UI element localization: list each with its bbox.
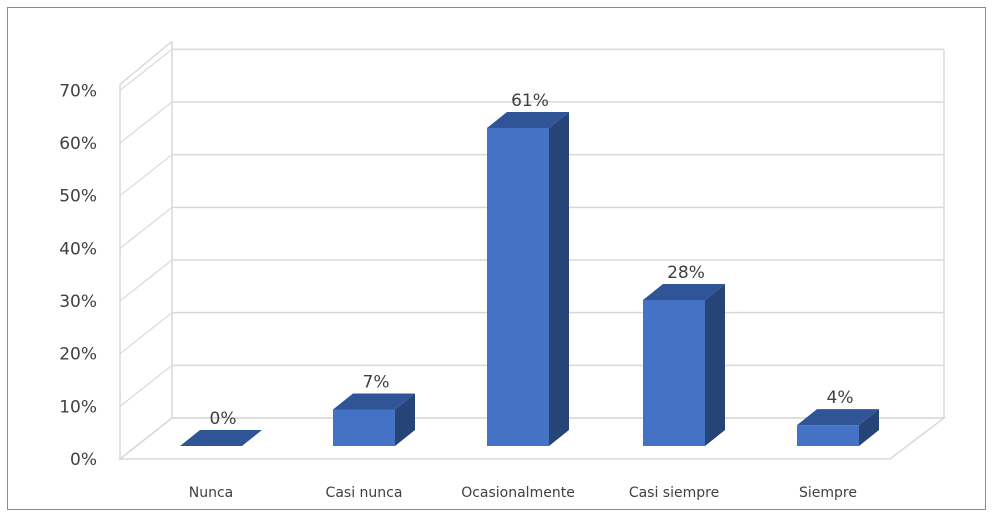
bar-side [549,111,569,447]
gridline-side [119,206,173,249]
y-tick-label: 0% [70,450,97,470]
gridline-side [119,259,173,302]
bar-top [643,284,725,301]
bar-side [705,284,725,446]
bar-top [333,393,415,410]
gridline-side [119,101,173,144]
data-labels: 0% 7% 61% 28% 4% [210,91,854,429]
bar-front [797,425,859,446]
y-tick-label: 50% [59,187,97,207]
y-tick-label: 30% [59,292,97,312]
x-category-label: Casi nunca [326,485,403,501]
bar-side [395,393,415,446]
bar-casi-nunca [333,393,415,446]
data-label: 61% [511,91,549,111]
y-tick-label: 60% [59,134,97,154]
bar-siempre [797,409,879,446]
gridline-side [119,48,173,91]
y-axis-tick-labels: 0% 10% 20% 30% 40% 50% 60% 70% [59,81,97,470]
data-label: 0% [210,409,237,429]
bar-casi-siempre [643,284,725,446]
bar-front [643,300,705,446]
bar-ocasionalmente [487,111,569,447]
y-tick-label: 40% [59,239,97,259]
x-category-label: Siempre [799,485,857,501]
bar-side [859,409,879,446]
y-tick-label: 10% [59,397,97,417]
side-wall [119,84,173,461]
bar-top [797,409,879,426]
bar-front [333,409,395,446]
x-axis-category-labels: Nunca Casi nunca Ocasionalmente Casi siempr… [189,485,857,501]
data-label: 4% [827,388,854,408]
x-category-label: Ocasionalmente [461,485,575,501]
y-tick-label: 70% [59,81,97,101]
data-label: 28% [667,263,705,283]
bar-front [487,127,549,447]
y-tick-label: 20% [59,345,97,365]
gridline-side [119,312,173,355]
gridline-side [119,364,173,407]
gridline-side [119,154,173,197]
x-category-label: Nunca [189,485,234,501]
bar-top [487,111,569,128]
data-label: 7% [363,373,390,393]
x-category-label: Casi siempre [629,485,719,501]
floor [117,417,947,460]
bar-nunca [180,430,262,446]
bar-top [180,430,262,446]
side-wall-top-edge [119,40,173,85]
bars [180,111,879,447]
